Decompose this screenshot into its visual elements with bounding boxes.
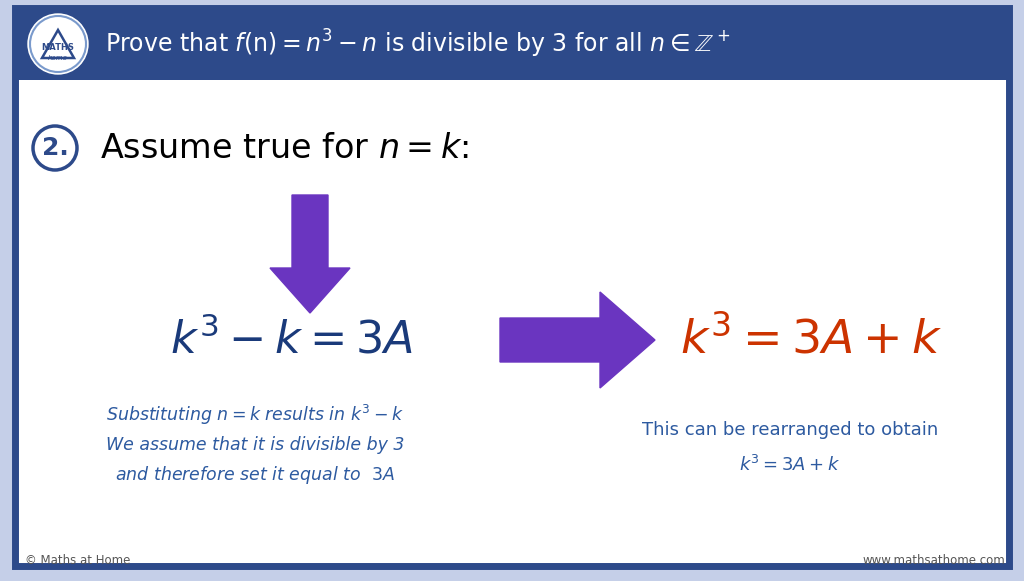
Text: 2.: 2. — [42, 136, 69, 160]
FancyBboxPatch shape — [15, 8, 1009, 80]
Text: Substituting $n = k$ results in $k^3 - k$: Substituting $n = k$ results in $k^3 - k… — [106, 403, 403, 427]
Text: We assume that it is divisible by 3: We assume that it is divisible by 3 — [105, 436, 404, 454]
Text: www.mathsathome.com: www.mathsathome.com — [862, 554, 1005, 566]
Text: © Maths at Home: © Maths at Home — [25, 554, 130, 566]
Text: $k^3 = 3A + k$: $k^3 = 3A + k$ — [680, 317, 942, 364]
FancyBboxPatch shape — [15, 8, 1009, 566]
Text: This can be rearranged to obtain: This can be rearranged to obtain — [642, 421, 938, 439]
Text: Assume true for $n = k$:: Assume true for $n = k$: — [100, 131, 469, 164]
Text: $k^3 = 3A + k$: $k^3 = 3A + k$ — [739, 455, 841, 475]
Polygon shape — [270, 195, 350, 313]
Text: $k^3 - k = 3A$: $k^3 - k = 3A$ — [170, 318, 413, 363]
Text: MATHS: MATHS — [42, 44, 75, 52]
Text: home: home — [48, 55, 68, 61]
Circle shape — [28, 14, 88, 74]
Polygon shape — [500, 292, 655, 388]
Text: and therefore set it equal to  $3A$: and therefore set it equal to $3A$ — [115, 464, 395, 486]
Text: Prove that $f(\mathrm{n}) = n^3 - n$ is divisible by 3 for all $n \in \mathbb{Z}: Prove that $f(\mathrm{n}) = n^3 - n$ is … — [105, 28, 731, 60]
